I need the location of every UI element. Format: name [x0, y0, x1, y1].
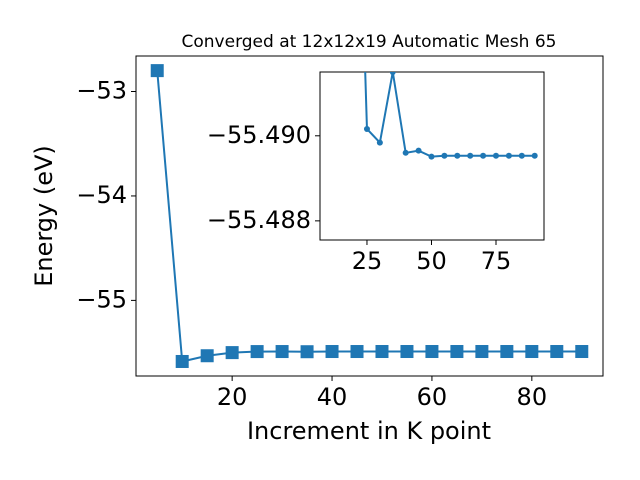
- marker: [550, 345, 564, 359]
- y-axis-label: Energy (eV): [30, 145, 58, 287]
- y-tick-label: −53: [76, 77, 127, 105]
- marker: [375, 345, 389, 359]
- x-tick-label: 80: [517, 383, 548, 411]
- chart-title: Converged at 12x12x19 Automatic Mesh 65: [182, 32, 557, 52]
- marker: [376, 139, 383, 146]
- y-tick-label: −55: [76, 285, 127, 313]
- marker: [400, 345, 414, 359]
- marker: [454, 152, 461, 159]
- marker: [475, 345, 489, 359]
- x-tick-label: 20: [217, 383, 248, 411]
- marker: [175, 354, 189, 368]
- marker: [325, 345, 339, 359]
- marker: [467, 152, 474, 159]
- x-axis-label: Increment in K point: [247, 417, 491, 445]
- marker: [389, 72, 396, 75]
- marker: [275, 345, 289, 359]
- marker: [480, 152, 487, 159]
- marker: [518, 152, 525, 159]
- y-tick-label: −55.488: [207, 206, 311, 234]
- marker: [425, 345, 439, 359]
- marker: [525, 345, 539, 359]
- marker: [531, 152, 538, 159]
- marker: [500, 345, 514, 359]
- series: [150, 64, 589, 368]
- marker: [441, 152, 448, 159]
- marker: [225, 346, 239, 360]
- marker: [250, 345, 264, 359]
- x-tick-label: 25: [352, 247, 383, 275]
- marker: [415, 147, 422, 154]
- series: [363, 72, 538, 160]
- marker: [402, 149, 409, 156]
- marker: [300, 345, 314, 359]
- marker: [363, 125, 370, 132]
- marker: [150, 64, 164, 78]
- marker: [450, 345, 464, 359]
- marker: [200, 349, 214, 363]
- marker: [428, 153, 435, 160]
- marker: [575, 345, 589, 359]
- x-tick-label: 75: [481, 247, 512, 275]
- x-tick-label: 60: [417, 383, 448, 411]
- marker: [505, 152, 512, 159]
- x-tick-label: 50: [416, 247, 447, 275]
- x-tick-label: 40: [317, 383, 348, 411]
- marker: [350, 345, 364, 359]
- y-tick-label: −55.490: [207, 121, 311, 149]
- y-tick-label: −54: [76, 181, 127, 209]
- marker: [493, 152, 499, 159]
